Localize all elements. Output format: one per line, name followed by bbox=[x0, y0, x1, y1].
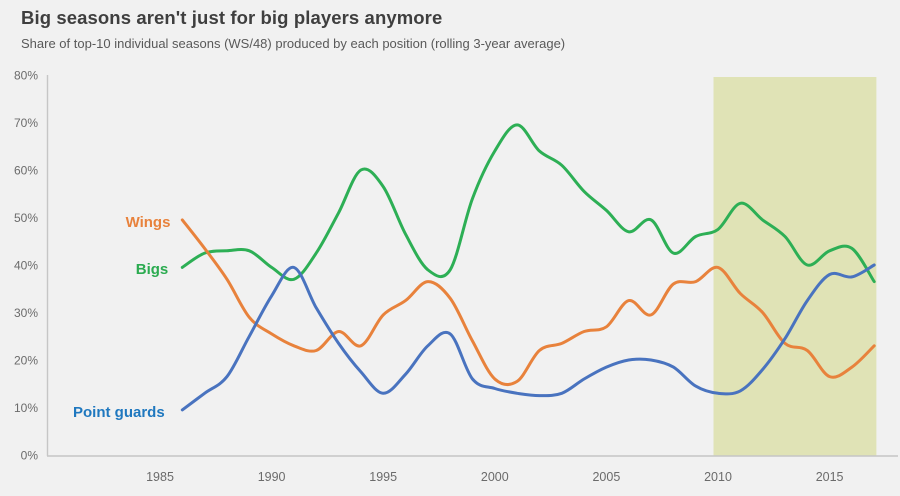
x-tick-label: 1985 bbox=[146, 470, 174, 484]
highlight-band bbox=[713, 77, 877, 456]
x-tick-label: 2005 bbox=[592, 470, 620, 484]
series-label-wings: Wings bbox=[126, 214, 171, 231]
x-tick-label: 1990 bbox=[258, 470, 286, 484]
x-tick-label: 2015 bbox=[816, 470, 844, 484]
chart-title: Big seasons aren't just for big players … bbox=[21, 7, 443, 28]
series-line-wings bbox=[180, 218, 876, 386]
y-tick-label: 50% bbox=[14, 211, 38, 225]
y-tick-label: 80% bbox=[14, 69, 38, 83]
y-tick-label: 40% bbox=[14, 259, 38, 273]
y-tick-label: 0% bbox=[21, 449, 39, 463]
y-tick-label: 20% bbox=[14, 354, 38, 368]
x-tick-label: 1995 bbox=[369, 470, 397, 484]
series-label-bigs: Bigs bbox=[136, 261, 169, 278]
series-line-point-guards bbox=[180, 263, 876, 412]
y-tick-label: 60% bbox=[14, 164, 38, 178]
x-tick-label: 2010 bbox=[704, 470, 732, 484]
y-tick-label: 10% bbox=[14, 401, 38, 415]
chart-subtitle: Share of top-10 individual seasons (WS/4… bbox=[21, 36, 566, 51]
y-tick-label: 70% bbox=[14, 116, 38, 130]
y-tick-label: 30% bbox=[14, 306, 38, 320]
x-tick-label: 2000 bbox=[481, 470, 509, 484]
series-line-bigs bbox=[180, 123, 876, 284]
series-label-point-guards: Point guards bbox=[73, 404, 165, 421]
